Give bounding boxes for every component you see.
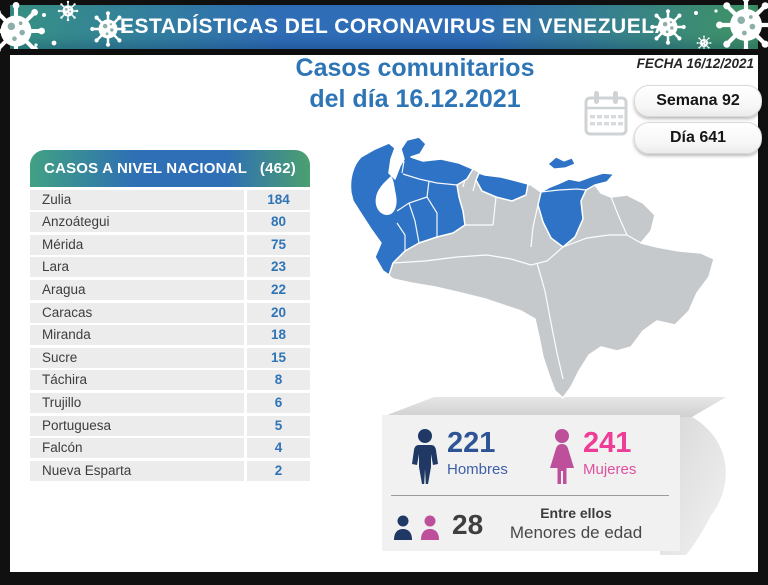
cases-table-title: CASOS A NIVEL NACIONAL	[44, 160, 247, 177]
state-name: Mérida	[30, 234, 244, 255]
state-cases: 23	[247, 257, 310, 278]
map-highlight-east	[537, 172, 615, 248]
women-label: Mujeres	[583, 461, 637, 478]
table-row: Zulia 184	[30, 189, 310, 210]
state-cases: 80	[247, 212, 310, 233]
minors-line1: Entre ellos	[540, 505, 612, 521]
state-name: Anzoátegui	[30, 212, 244, 233]
state-name: Nueva Esparta	[30, 460, 244, 481]
demographics-panel: 221 Hombres 241 Mujeres	[382, 415, 680, 551]
table-body: Zulia 184 Anzoátegui 80 Mérida 75 Lara 2…	[30, 189, 310, 481]
day-badge: Día 641	[634, 122, 762, 154]
men-count: 221	[447, 427, 496, 459]
map-highlight-margarita	[547, 156, 576, 170]
map-highlight-central	[475, 172, 529, 202]
map-highlight-west	[349, 136, 474, 276]
man-icon	[412, 429, 438, 484]
state-name: Miranda	[30, 325, 244, 346]
calendar-icon	[584, 91, 628, 136]
state-cases: 22	[247, 279, 310, 300]
virus-icons-right	[648, 5, 758, 49]
state-name: Lara	[30, 257, 244, 278]
subtitle-line2: del día 16.12.2021	[309, 85, 521, 113]
minors-stat: 28 Entre ellos Menores de edad	[392, 505, 674, 547]
table-row: Portuguesa 5	[30, 415, 310, 436]
state-cases: 2	[247, 460, 310, 481]
table-row: Mérida 75	[30, 234, 310, 255]
minors-line2: Menores de edad	[509, 523, 643, 542]
table-row: Falcón 4	[30, 438, 310, 459]
page-title: ESTADÍSTICAS DEL CORONAVIRUS EN VENEZUEL…	[120, 15, 671, 38]
state-name: Caracas	[30, 302, 244, 323]
state-name: Falcón	[30, 438, 244, 459]
table-row: Trujillo 6	[30, 392, 310, 413]
state-name: Aragua	[30, 279, 244, 300]
table-row: Sucre 15	[30, 347, 310, 368]
state-cases: 6	[247, 392, 310, 413]
cases-table-total: (462)	[259, 160, 296, 177]
women-stat: 241 Mujeres	[546, 427, 637, 484]
table-row: Anzoátegui 80	[30, 212, 310, 233]
table-row: Lara 23	[30, 257, 310, 278]
state-cases: 5	[247, 415, 310, 436]
virus-icons-left	[10, 0, 127, 49]
panel-divider	[391, 495, 669, 496]
state-cases: 184	[247, 189, 310, 210]
state-cases: 4	[247, 438, 310, 459]
lake-maracaibo	[375, 176, 397, 215]
state-name: Zulia	[30, 189, 244, 210]
venezuela-map	[349, 136, 715, 399]
subtitle-line1: Casos comunitarios	[295, 54, 535, 82]
header-separator	[10, 49, 758, 55]
state-cases: 20	[247, 302, 310, 323]
cases-table-header: CASOS A NIVEL NACIONAL (462)	[30, 150, 310, 187]
state-name: Táchira	[30, 370, 244, 391]
table-row: Caracas 20	[30, 302, 310, 323]
table-row: Aragua 22	[30, 279, 310, 300]
minors-count: 28	[452, 509, 484, 540]
state-name: Portuguesa	[30, 415, 244, 436]
state-cases: 15	[247, 347, 310, 368]
table-row: Táchira 8	[30, 370, 310, 391]
men-label: Hombres	[447, 461, 508, 478]
state-name: Trujillo	[30, 392, 244, 413]
table-row: Nueva Esparta 2	[30, 460, 310, 481]
state-cases: 18	[247, 325, 310, 346]
men-stat: 221 Hombres	[410, 427, 508, 484]
week-badge: Semana 92	[634, 85, 762, 117]
women-count: 241	[583, 427, 632, 459]
cases-table: CASOS A NIVEL NACIONAL (462) Zulia 184 A…	[30, 150, 310, 481]
slide-content: ESTADÍSTICAS DEL CORONAVIRUS EN VENEZUEL…	[10, 0, 758, 572]
state-cases: 8	[247, 370, 310, 391]
header-band: ESTADÍSTICAS DEL CORONAVIRUS EN VENEZUEL…	[10, 0, 758, 49]
state-name: Sucre	[30, 347, 244, 368]
table-row: Miranda 18	[30, 325, 310, 346]
subtitle: Casos comunitarios del día 16.12.2021	[250, 53, 580, 115]
state-cases: 75	[247, 234, 310, 255]
date-label: FECHA 16/12/2021	[636, 56, 754, 71]
minors-icons	[394, 515, 439, 540]
woman-icon	[550, 429, 574, 484]
